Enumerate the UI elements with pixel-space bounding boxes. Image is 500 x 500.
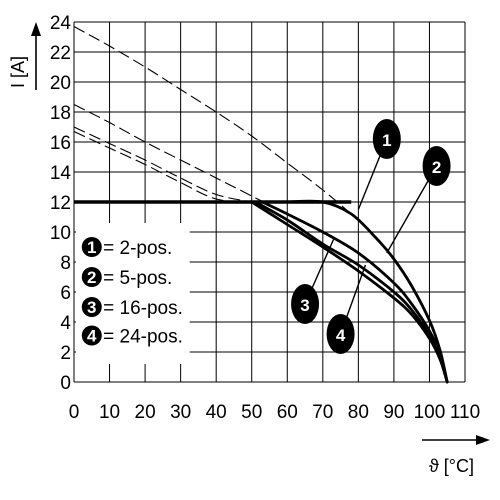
- y-tick-label: 10: [50, 223, 71, 244]
- series-1-curve: [285, 199, 449, 384]
- legend-badge: [81, 325, 102, 346]
- legend-badge-number: 1: [87, 238, 96, 257]
- x-axis-title: ϑ [°C]: [429, 456, 474, 476]
- series-badge: [372, 119, 401, 159]
- x-tick-label: 100: [414, 402, 446, 423]
- series-badge: [422, 146, 451, 186]
- x-axis-arrowhead: [476, 435, 490, 445]
- legend-entry: 2 = 5-pos.: [81, 267, 172, 289]
- legend-label: = 16-pos.: [103, 298, 183, 319]
- x-tick-label: 30: [170, 402, 191, 423]
- x-tick-label: 10: [99, 402, 120, 423]
- legend-badge-number: 2: [87, 268, 96, 287]
- series-2-dashed: [73, 104, 288, 215]
- axis-titles: I [A] ϑ [°C]: [8, 56, 474, 476]
- series-badge-number: 3: [300, 296, 309, 315]
- legend-badge: [81, 267, 102, 287]
- legend-label: = 24-pos.: [103, 327, 183, 348]
- y-tick-label: 22: [50, 43, 71, 64]
- legend-label: = 2-pos.: [103, 238, 172, 259]
- series-label-3: 3: [291, 239, 335, 324]
- x-tick-label: 60: [277, 402, 298, 423]
- series-3-dashed: [73, 126, 252, 203]
- y-tick-label: 0: [60, 373, 71, 394]
- series-label-2: 2: [386, 146, 451, 254]
- series-4-curve: [250, 200, 449, 384]
- x-tick-label: 20: [135, 402, 156, 423]
- series-label-1: 1: [357, 119, 401, 210]
- series-badge-number: 4: [336, 326, 346, 345]
- legend-badge-number: 3: [87, 298, 96, 317]
- series-badge-number: 1: [382, 131, 391, 150]
- y-tick-label: 18: [50, 103, 71, 124]
- legend-entry: 4 = 24-pos.: [81, 325, 183, 348]
- series-1-dashed: [73, 26, 352, 215]
- series-badge: [326, 314, 355, 354]
- y-tick-label: 24: [50, 13, 72, 34]
- legend-entry: 1 = 2-pos.: [81, 237, 172, 259]
- axis-arrows: [31, 22, 490, 445]
- legend-badge: [81, 297, 102, 317]
- y-tick-label: 4: [60, 313, 71, 334]
- y-tick-label: 16: [50, 133, 71, 154]
- x-tick-label: 80: [348, 402, 369, 423]
- y-tick-label: 14: [50, 163, 72, 184]
- series-badge: [291, 284, 320, 324]
- series-4-dashed: [73, 131, 252, 203]
- y-tick-label: 6: [60, 283, 71, 304]
- x-tick-label: 110: [450, 402, 480, 423]
- grid: [73, 21, 466, 383]
- y-axis-title: I [A]: [8, 56, 28, 88]
- y-tick-label: 2: [60, 343, 71, 364]
- legend-entry: 3 = 16-pos.: [81, 297, 183, 319]
- y-tick-label: 8: [60, 253, 71, 274]
- series-badge-number: 2: [432, 158, 441, 177]
- x-tick-label: 90: [383, 402, 404, 423]
- y-tick-label: 20: [50, 73, 71, 94]
- x-tick-label: 70: [312, 402, 333, 423]
- x-tick-label: 50: [241, 402, 262, 423]
- x-tick-label: 0: [69, 402, 80, 423]
- series-labels: 1 2 3 4: [291, 119, 451, 354]
- series-layer: [73, 26, 449, 384]
- legend-badge: [81, 237, 102, 257]
- series-2-curve: [261, 200, 449, 384]
- series-label-4: 4: [326, 264, 367, 354]
- x-tick-label: 40: [206, 402, 227, 423]
- legend: 1 = 2-pos. 2 = 5-pos. 3 = 16-pos. 4 = 24-pos.: [76, 223, 190, 364]
- legend-label: = 5-pos.: [103, 268, 172, 289]
- tick-labels: 0 10 20 30 40 50 60 70 80 90 100 110024681012141618…: [50, 13, 480, 423]
- y-axis-arrowhead: [31, 22, 41, 36]
- y-tick-label: 12: [50, 193, 71, 214]
- legend-badge-number: 4: [87, 327, 97, 346]
